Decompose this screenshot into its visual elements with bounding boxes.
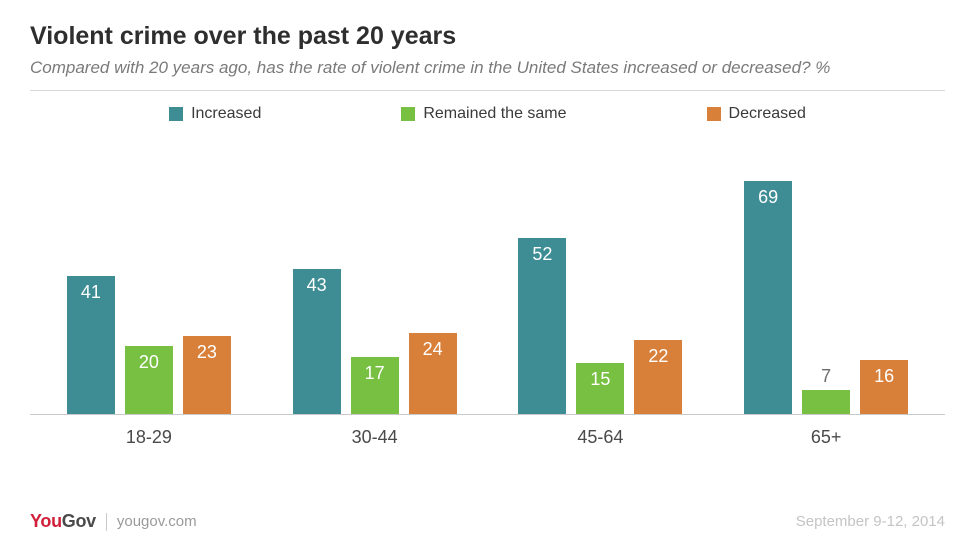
bar: 16 (860, 360, 908, 414)
bar-group: 69 7 16 (744, 181, 908, 414)
bar-value-label: 17 (351, 363, 399, 384)
bar-value-label: 7 (802, 366, 850, 387)
bar-value-label: 43 (293, 275, 341, 296)
bar: 23 (183, 336, 231, 414)
swatch-icon (169, 107, 183, 121)
bar-value-label: 16 (860, 366, 908, 387)
bar: 7 (802, 390, 850, 414)
plot-area: 41 20 23 43 17 24 52 15 22 69 7 16 (30, 145, 945, 415)
bar-value-label: 24 (409, 339, 457, 360)
bar-value-label: 41 (67, 282, 115, 303)
separator-icon (106, 513, 107, 531)
legend-item-increased: Increased (169, 105, 261, 123)
bar-group: 41 20 23 (67, 276, 231, 414)
xaxis-label: 18-29 (62, 427, 236, 448)
swatch-icon (401, 107, 415, 121)
xaxis-label: 65+ (739, 427, 913, 448)
x-axis: 18-29 30-44 45-64 65+ (30, 415, 945, 448)
yougov-logo: YouGov (30, 511, 96, 532)
bar: 41 (67, 276, 115, 414)
footer: YouGov yougov.com September 9-12, 2014 (30, 511, 945, 532)
bar: 22 (634, 340, 682, 414)
bar-value-label: 20 (125, 352, 173, 373)
legend: Increased Remained the same Decreased (30, 105, 945, 123)
bar-value-label: 23 (183, 342, 231, 363)
xaxis-label: 45-64 (513, 427, 687, 448)
bar-group: 43 17 24 (293, 269, 457, 414)
chart-subtitle: Compared with 20 years ago, has the rate… (30, 57, 945, 80)
source-url: yougov.com (117, 513, 197, 530)
chart-container: Violent crime over the past 20 years Com… (0, 0, 975, 548)
bar: 20 (125, 346, 173, 414)
source: YouGov yougov.com (30, 511, 197, 532)
bar: 52 (518, 238, 566, 414)
survey-date: September 9-12, 2014 (796, 513, 945, 530)
bar: 17 (351, 357, 399, 414)
bar-group: 52 15 22 (518, 238, 682, 414)
legend-item-same: Remained the same (401, 105, 566, 123)
bar: 43 (293, 269, 341, 414)
bar: 24 (409, 333, 457, 414)
xaxis-label: 30-44 (288, 427, 462, 448)
legend-label: Increased (191, 105, 261, 123)
bar-value-label: 22 (634, 346, 682, 367)
bar: 15 (576, 363, 624, 414)
legend-label: Remained the same (423, 105, 566, 123)
legend-label: Decreased (729, 105, 806, 123)
bar-value-label: 52 (518, 244, 566, 265)
logo-gov: Gov (62, 511, 96, 532)
bar-value-label: 69 (744, 187, 792, 208)
chart-title: Violent crime over the past 20 years (30, 22, 945, 51)
logo-you: You (30, 511, 62, 532)
bar: 69 (744, 181, 792, 414)
divider (30, 90, 945, 91)
bar-value-label: 15 (576, 369, 624, 390)
legend-item-decreased: Decreased (707, 105, 806, 123)
swatch-icon (707, 107, 721, 121)
